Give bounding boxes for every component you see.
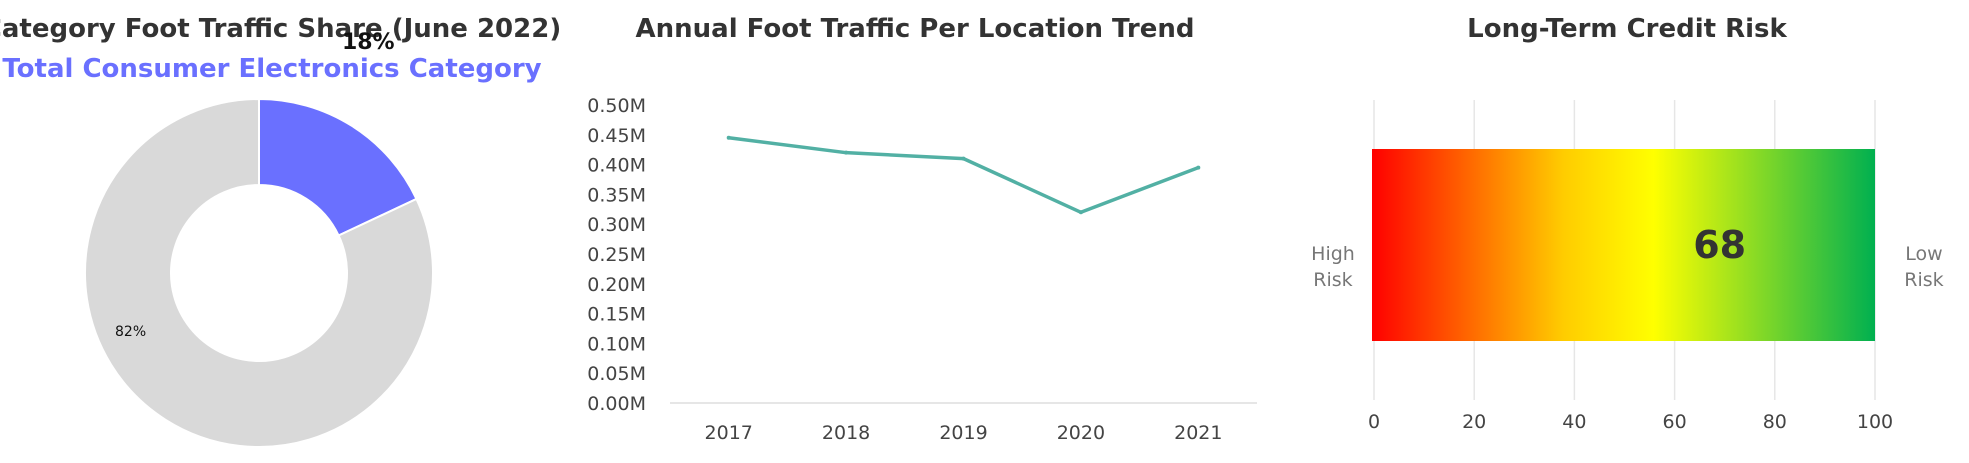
gauge-value-label: 68 [1693,223,1746,267]
y-tick-label: 0.50M [587,95,646,117]
gauge-tick-label: 60 [1663,411,1687,433]
gauge-tick-label: 40 [1562,411,1586,433]
gauge-title: Long-Term Credit Risk [1467,14,1787,44]
donut-slices: 18% 82% [84,30,434,448]
y-tick-label: 0.10M [587,333,646,355]
gauge-tick-label: 0 [1368,411,1380,433]
donut-slice-label: 82% [115,324,146,340]
donut-slice-label: 18% [342,30,395,55]
y-tick-label: 0.20M [587,274,646,296]
x-tick-label: 2017 [705,422,753,444]
line-axis: 0.00M 0.05M 0.10M 0.15M 0.20M 0.25M 0.30M 0.35M… [587,95,1257,444]
trend-point [961,156,966,161]
donut-subtitle: Total Consumer Electronics Category [2,54,541,84]
donut-title: Category Foot Traffic Share (June 2022) [0,14,561,44]
x-tick-label: 2020 [1057,422,1105,444]
donut-slice [258,97,418,237]
trend-point [1196,165,1201,170]
line-chart-title: Annual Foot Traffic Per Location Trend [636,14,1195,44]
gauge-tick-label: 80 [1763,411,1787,433]
donut-chart: Category Foot Traffic Share (June 2022) … [0,14,561,448]
risk-gradient-bar [1372,149,1875,341]
y-tick-label: 0.35M [587,184,646,206]
line-chart: Annual Foot Traffic Per Location Trend 0… [587,14,1257,444]
gauge-tick-label: 100 [1857,411,1893,433]
y-tick-label: 0.45M [587,125,646,147]
gauge-tick-label: 20 [1462,411,1486,433]
low-risk-label-line2: Risk [1904,269,1943,291]
trend-point [726,135,731,140]
trend-point [844,150,849,155]
y-tick-label: 0.15M [587,304,646,326]
x-tick-label: 2021 [1174,422,1222,444]
y-tick-label: 0.05M [587,363,646,385]
y-tick-label: 0.30M [587,214,646,236]
credit-risk-gauge: Long-Term Credit Risk 0 20 40 60 80 100 High … [1311,14,1944,433]
x-tick-label: 2019 [939,422,987,444]
high-risk-label-line2: Risk [1313,269,1352,291]
low-risk-label-line1: Low [1905,243,1942,265]
y-tick-label: 0.40M [587,155,646,177]
x-tick-label: 2018 [822,422,870,444]
y-tick-label: 0.00M [587,393,646,415]
trend-line [728,136,1199,215]
line-series [726,135,1201,215]
trend-point [1078,210,1083,215]
donut-slice [84,97,434,448]
high-risk-label-line1: High [1311,243,1355,265]
y-tick-label: 0.25M [587,244,646,266]
